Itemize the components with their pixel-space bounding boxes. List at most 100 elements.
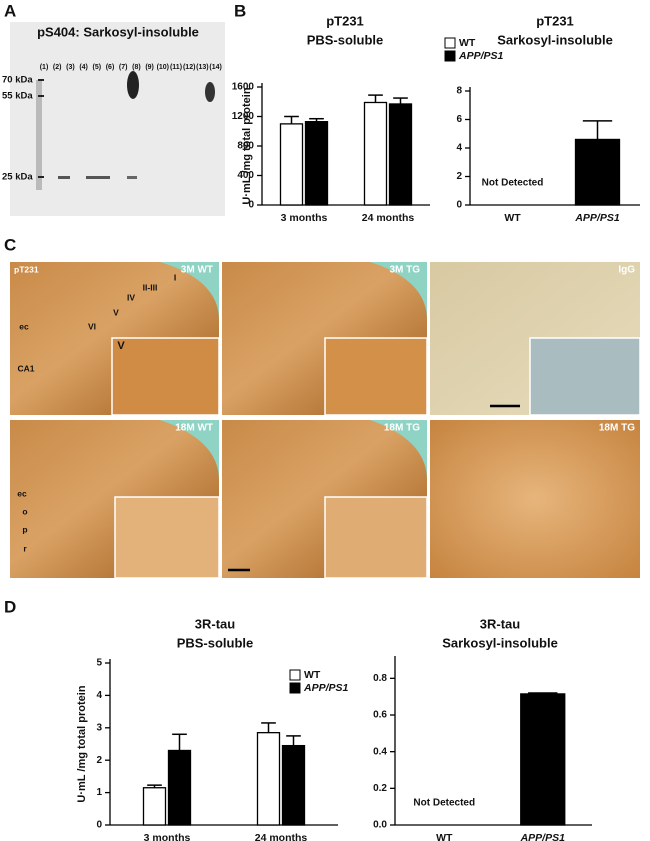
marker-label: 25 kDa [2, 172, 33, 183]
blot-band [58, 176, 70, 179]
x-tick-label: 24 months [255, 832, 308, 841]
y-tick-label: 2 [96, 755, 102, 766]
lane-label: (11) [170, 64, 182, 71]
background [370, 420, 427, 480]
bar [142, 787, 167, 826]
chart-title: pT231 [326, 13, 364, 28]
blot-band [86, 176, 110, 179]
y-tick-label: 1 [96, 787, 102, 798]
y-tick-label: 1200 [232, 111, 255, 122]
x-tick-label: WT [504, 212, 521, 224]
panel-letter: B [234, 1, 246, 20]
lane-label: (5) [93, 64, 102, 71]
lane-label: (1) [40, 64, 49, 71]
y-tick-label: 5 [96, 658, 102, 669]
panel-letter: A [4, 1, 16, 20]
lane-label: (12) [183, 64, 195, 71]
image-label: 18M TG [599, 423, 635, 434]
legend-swatch [444, 50, 456, 62]
chart-title: 3R-tau [480, 616, 521, 631]
lane-label: (8) [132, 64, 141, 71]
y-tick-label: 1600 [232, 82, 255, 93]
background [160, 262, 219, 320]
x-tick-label: 24 months [362, 212, 415, 224]
region-label: VI [88, 321, 96, 331]
bar [304, 121, 329, 206]
lane-label: (4) [79, 64, 88, 71]
blot-band [205, 82, 215, 102]
image-label: 18M TG [384, 423, 420, 434]
lane-label: (14) [209, 64, 221, 71]
blot-title: pS404: Sarkosyl-insoluble [37, 24, 199, 39]
panel-letter: D [4, 597, 16, 616]
region-label: ec [17, 488, 27, 498]
y-tick-label: 4 [456, 143, 462, 154]
chart-title: pT231 [536, 13, 574, 28]
legend-swatch [444, 37, 456, 49]
annotation: Not Detected [482, 178, 544, 189]
region-label: CA1 [17, 363, 34, 373]
bar [388, 103, 413, 206]
blot-smear [36, 80, 42, 190]
bar [167, 749, 192, 826]
marker-label: 55 kDa [2, 91, 33, 102]
image-label: 3M TG [389, 265, 420, 276]
region-label: p [22, 524, 27, 534]
bar [256, 732, 281, 826]
x-tick-label: WT [436, 832, 453, 841]
inset [324, 337, 428, 416]
blot-band [127, 176, 137, 179]
bar [279, 123, 304, 206]
legend-label: WT [459, 37, 476, 49]
y-tick-label: 4 [96, 690, 102, 701]
background [370, 262, 427, 320]
chart-subtitle: Sarkosyl-insoluble [497, 32, 613, 47]
region-label: II-III [143, 282, 158, 292]
y-tick-label: 0.6 [373, 710, 387, 721]
lane-label: (10) [157, 64, 169, 71]
background [160, 420, 219, 480]
y-tick-label: 0 [96, 820, 102, 831]
y-tick-label: 3 [96, 722, 102, 733]
inset [324, 496, 428, 579]
region-label: I [174, 272, 176, 282]
region-label: V [113, 307, 119, 317]
y-tick-label: 400 [237, 170, 254, 181]
y-tick-label: 0 [456, 200, 462, 211]
blot-image [10, 22, 225, 216]
lane-label: (9) [145, 64, 154, 71]
chart-title: 3R-tau [195, 616, 236, 631]
bar [363, 101, 388, 206]
chart-subtitle: PBS-soluble [307, 32, 384, 47]
y-tick-label: 0 [248, 200, 254, 211]
y-tick-label: 0.2 [373, 783, 387, 794]
legend-label: APP/PS1 [458, 50, 504, 62]
y-axis-label: U·mL /mg total protein [76, 685, 88, 802]
y-axis-label: U·mL /mg total protein [241, 87, 253, 204]
y-tick-label: 800 [237, 141, 254, 152]
chart-subtitle: Sarkosyl-insoluble [442, 635, 558, 650]
x-tick-label: 3 months [144, 832, 191, 841]
legend-swatch [289, 669, 301, 681]
bar [281, 744, 306, 826]
annotation: Not Detected [413, 798, 475, 809]
panel-letter: C [4, 235, 16, 254]
y-tick-label: 0.8 [373, 673, 387, 684]
y-tick-label: 8 [456, 86, 462, 97]
image-label: IgG [618, 265, 635, 276]
y-tick-label: 0.4 [373, 746, 387, 757]
histology-image [430, 420, 640, 578]
x-tick-label: APP/PS1 [574, 212, 620, 224]
y-tick-label: 6 [456, 114, 462, 125]
region-label: ec [19, 321, 29, 331]
lane-label: (7) [119, 64, 128, 71]
inset [529, 337, 641, 416]
bar [574, 138, 621, 206]
marker-label: 70 kDa [2, 75, 33, 86]
y-tick-label: 2 [456, 171, 462, 182]
legend-swatch [289, 682, 301, 694]
inset [114, 496, 220, 579]
image-label: 18M WT [175, 423, 213, 434]
lane-label: (6) [106, 64, 115, 71]
region-label: V [117, 340, 125, 352]
